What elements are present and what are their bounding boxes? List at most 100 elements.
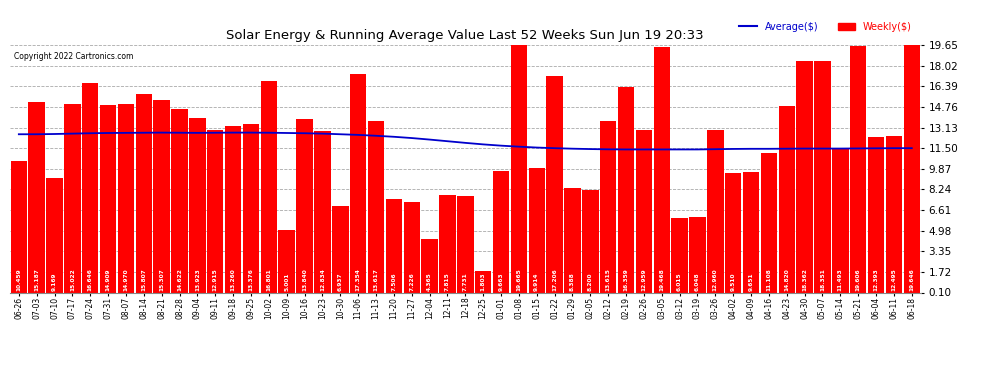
Bar [368, 122, 384, 292]
Text: 11.493: 11.493 [838, 268, 842, 291]
Text: 6.015: 6.015 [677, 272, 682, 291]
Bar [225, 126, 242, 292]
Text: 12.495: 12.495 [891, 268, 896, 291]
Bar [475, 271, 491, 292]
Bar [332, 206, 348, 292]
Text: 9.169: 9.169 [52, 272, 57, 291]
Text: 9.914: 9.914 [535, 272, 540, 291]
Text: 6.048: 6.048 [695, 272, 700, 291]
Text: 8.388: 8.388 [570, 272, 575, 291]
Text: 7.815: 7.815 [445, 272, 449, 291]
Bar [689, 217, 706, 292]
Text: 17.354: 17.354 [355, 268, 360, 291]
Text: 18.351: 18.351 [820, 268, 825, 291]
Bar [618, 87, 635, 292]
Text: 4.365: 4.365 [427, 272, 432, 291]
Bar [904, 45, 920, 292]
Bar [386, 199, 402, 292]
Text: 8.200: 8.200 [588, 272, 593, 291]
Bar [296, 118, 313, 292]
Text: 11.108: 11.108 [766, 268, 771, 291]
Bar [778, 106, 795, 292]
Text: 9.651: 9.651 [748, 272, 753, 291]
Bar [636, 130, 652, 292]
Bar [207, 130, 224, 292]
Text: 7.506: 7.506 [391, 272, 396, 291]
Bar [171, 109, 188, 292]
Text: 13.260: 13.260 [231, 268, 236, 291]
Bar [564, 188, 581, 292]
Text: 10.459: 10.459 [16, 268, 22, 291]
Text: 9.663: 9.663 [499, 272, 504, 291]
Bar [47, 178, 62, 292]
Bar [868, 137, 884, 292]
Bar [314, 131, 331, 292]
Bar [511, 45, 527, 292]
Text: 19.665: 19.665 [517, 268, 522, 291]
Bar [118, 104, 135, 292]
Bar [457, 196, 473, 292]
Bar [136, 94, 152, 292]
Bar [653, 47, 670, 292]
Bar [349, 74, 366, 292]
Text: 14.622: 14.622 [177, 268, 182, 291]
Text: 13.376: 13.376 [248, 268, 253, 291]
Bar [529, 168, 545, 292]
Bar [278, 231, 295, 292]
Text: 9.510: 9.510 [731, 272, 736, 291]
Text: 19.646: 19.646 [909, 268, 915, 291]
Bar [671, 217, 688, 292]
Bar [796, 61, 813, 292]
Text: 6.937: 6.937 [338, 272, 343, 291]
Bar [850, 45, 866, 292]
Legend: Average($), Weekly($): Average($), Weekly($) [736, 18, 916, 36]
Title: Solar Energy & Running Average Value Last 52 Weeks Sun Jun 19 20:33: Solar Energy & Running Average Value Las… [227, 30, 704, 42]
Bar [29, 102, 45, 292]
Text: 7.731: 7.731 [462, 272, 468, 291]
Bar [243, 124, 259, 292]
Bar [493, 171, 509, 292]
Text: 13.840: 13.840 [302, 268, 307, 291]
Bar [886, 136, 902, 292]
Bar [742, 172, 759, 292]
Bar [404, 202, 420, 292]
Bar [153, 100, 170, 292]
Bar [814, 62, 831, 292]
Text: 19.468: 19.468 [659, 268, 664, 291]
Bar [833, 148, 848, 292]
Text: 12.960: 12.960 [713, 268, 718, 291]
Text: 12.959: 12.959 [642, 268, 646, 291]
Text: 14.820: 14.820 [784, 268, 789, 291]
Text: 7.226: 7.226 [409, 272, 414, 291]
Bar [600, 122, 617, 292]
Text: 15.307: 15.307 [159, 268, 164, 291]
Text: 16.646: 16.646 [88, 268, 93, 291]
Bar [707, 130, 724, 292]
Text: 15.022: 15.022 [70, 268, 75, 291]
Bar [582, 190, 599, 292]
Text: 16.801: 16.801 [266, 268, 271, 291]
Bar [760, 153, 777, 292]
Text: 13.923: 13.923 [195, 268, 200, 291]
Text: 14.909: 14.909 [106, 268, 111, 291]
Text: 15.187: 15.187 [35, 268, 40, 291]
Text: 13.617: 13.617 [373, 268, 378, 291]
Text: 13.615: 13.615 [606, 268, 611, 291]
Text: 16.359: 16.359 [624, 268, 629, 291]
Bar [725, 173, 742, 292]
Bar [260, 81, 277, 292]
Bar [64, 104, 80, 292]
Text: 18.362: 18.362 [802, 268, 807, 291]
Text: 12.915: 12.915 [213, 268, 218, 291]
Text: 12.834: 12.834 [320, 268, 325, 291]
Bar [11, 161, 27, 292]
Bar [100, 105, 117, 292]
Text: 12.393: 12.393 [873, 268, 878, 291]
Text: 17.206: 17.206 [552, 268, 557, 291]
Text: 5.001: 5.001 [284, 272, 289, 291]
Text: Copyright 2022 Cartronics.com: Copyright 2022 Cartronics.com [15, 53, 134, 62]
Bar [546, 76, 562, 292]
Text: 15.807: 15.807 [142, 268, 147, 291]
Bar [189, 117, 206, 292]
Text: 14.970: 14.970 [124, 268, 129, 291]
